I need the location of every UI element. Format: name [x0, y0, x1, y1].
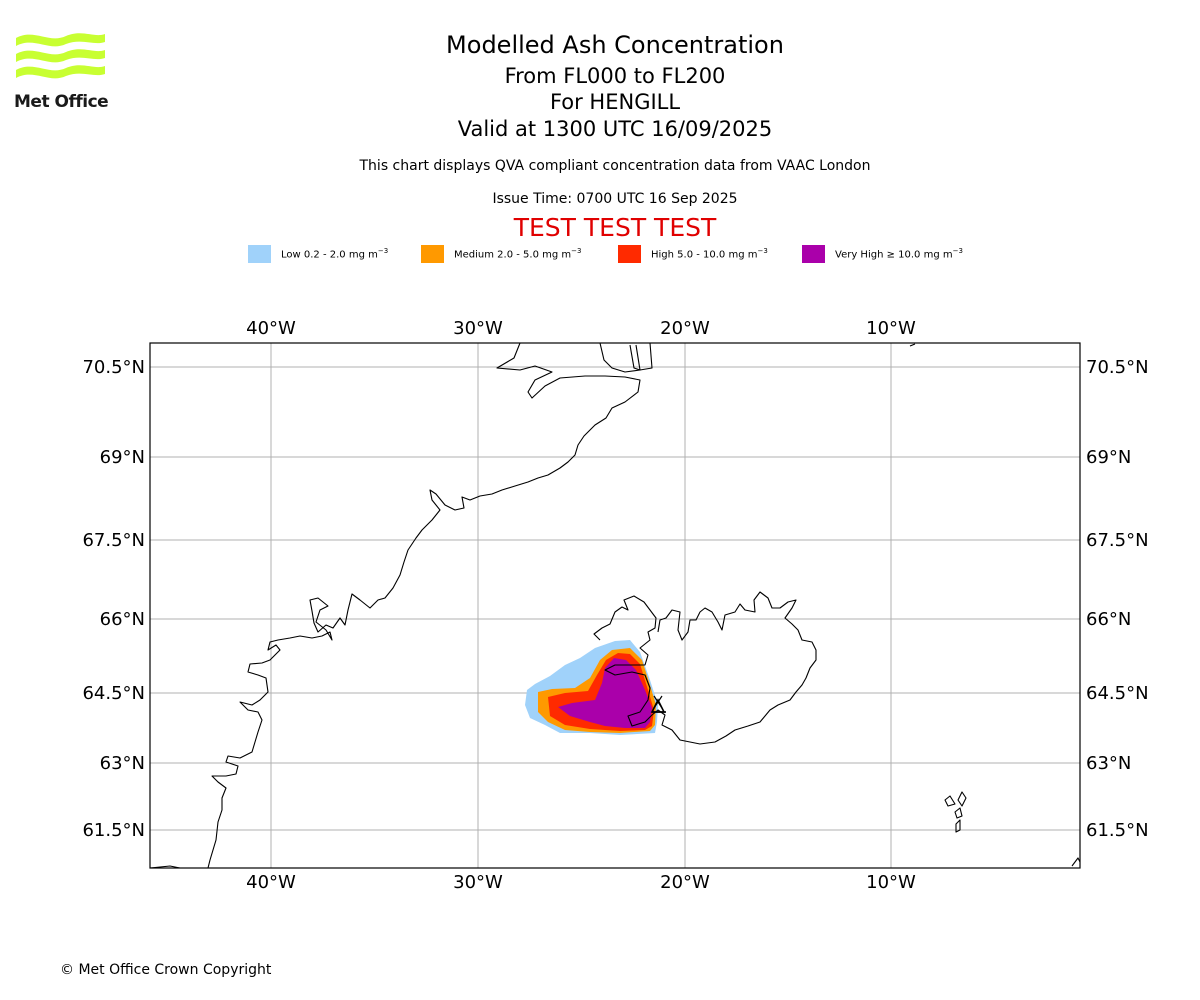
- coast-greenland-south: [150, 865, 181, 868]
- lat-label-right-70-5n: 70.5°N: [1086, 357, 1149, 378]
- met-office-logo: Met Office: [14, 30, 114, 114]
- coast-iceland: [593, 591, 817, 745]
- lon-label-top-30w: 30°W: [453, 318, 503, 339]
- legend-swatch-medium: [421, 245, 444, 263]
- coast-greenland: [207, 343, 641, 868]
- legend-label-high: High 5.0 - 10.0 mg m−3: [651, 247, 768, 261]
- lat-label-right-63n: 63°N: [1086, 753, 1131, 774]
- lat-label-right-61-5n: 61.5°N: [1086, 820, 1149, 841]
- met-office-wave-icon: [16, 33, 105, 79]
- coast-faroe-3: [954, 807, 963, 819]
- logo-text: Met Office: [14, 92, 109, 112]
- chart-description: This chart displays QVA compliant concen…: [359, 158, 871, 174]
- coast-faroe-2: [957, 791, 967, 807]
- volcano-marker: [650, 695, 666, 713]
- coast-faroe-4: [955, 819, 961, 833]
- lon-label-bottom-40w: 40°W: [246, 872, 296, 893]
- map-frame: [149, 342, 1081, 869]
- lon-label-bottom-20w: 20°W: [660, 872, 710, 893]
- legend-item-high: High 5.0 - 10.0 mg m−3: [618, 244, 768, 264]
- coastlines: [150, 343, 1080, 868]
- concentration-legend: Low 0.2 - 2.0 mg m−3 Medium 2.0 - 5.0 mg…: [0, 244, 1200, 264]
- legend-item-low: Low 0.2 - 2.0 mg m−3: [248, 244, 388, 264]
- legend-label-medium: Medium 2.0 - 5.0 mg m−3: [454, 247, 582, 261]
- flight-level-range: From FL000 to FL200: [504, 64, 726, 88]
- lat-label-left-61-5n: 61.5°N: [82, 820, 145, 841]
- lon-label-top-40w: 40°W: [246, 318, 296, 339]
- lat-label-right-64-5n: 64.5°N: [1086, 683, 1149, 704]
- lon-label-bottom-30w: 30°W: [453, 872, 503, 893]
- test-banner: TEST TEST TEST: [513, 213, 717, 242]
- lat-label-left-64-5n: 64.5°N: [82, 683, 145, 704]
- coast-scotland-edge: [1071, 857, 1080, 867]
- ash-plume: [525, 640, 658, 735]
- issue-time: Issue Time: 0700 UTC 16 Sep 2025: [492, 191, 738, 207]
- ash-very-high-region: [558, 658, 652, 728]
- coast-greenland-island: [629, 344, 641, 371]
- legend-label-low: Low 0.2 - 2.0 mg m−3: [281, 247, 389, 261]
- coast-faroe-1: [944, 795, 956, 807]
- lat-label-right-69n: 69°N: [1086, 447, 1131, 468]
- legend-item-very-high: Very High ≥ 10.0 mg m−3: [802, 244, 963, 264]
- valid-time: Valid at 1300 UTC 16/09/2025: [457, 117, 773, 141]
- lat-label-left-70-5n: 70.5°N: [82, 357, 145, 378]
- lat-label-right-67-5n: 67.5°N: [1086, 530, 1149, 551]
- chart-title: Modelled Ash Concentration: [446, 31, 784, 59]
- lat-label-left-63n: 63°N: [100, 753, 145, 774]
- lon-label-top-10w: 10°W: [866, 318, 916, 339]
- legend-swatch-high: [618, 245, 641, 263]
- lat-label-left-69n: 69°N: [100, 447, 145, 468]
- coast-greenland-north: [599, 343, 653, 373]
- legend-swatch-very-high: [802, 245, 825, 263]
- lon-label-bottom-10w: 10°W: [866, 872, 916, 893]
- legend-item-medium: Medium 2.0 - 5.0 mg m−3: [421, 244, 581, 264]
- legend-swatch-low: [248, 245, 271, 263]
- lat-label-left-67-5n: 67.5°N: [82, 530, 145, 551]
- lon-label-top-20w: 20°W: [660, 318, 710, 339]
- lat-label-right-66n: 66°N: [1086, 609, 1131, 630]
- coast-jan-mayen: [909, 343, 916, 347]
- volcano-name: For HENGILL: [549, 90, 681, 114]
- lat-label-left-66n: 66°N: [100, 609, 145, 630]
- graticule: [150, 343, 1080, 868]
- legend-label-very-high: Very High ≥ 10.0 mg m−3: [835, 247, 963, 261]
- copyright-notice: © Met Office Crown Copyright: [60, 962, 272, 978]
